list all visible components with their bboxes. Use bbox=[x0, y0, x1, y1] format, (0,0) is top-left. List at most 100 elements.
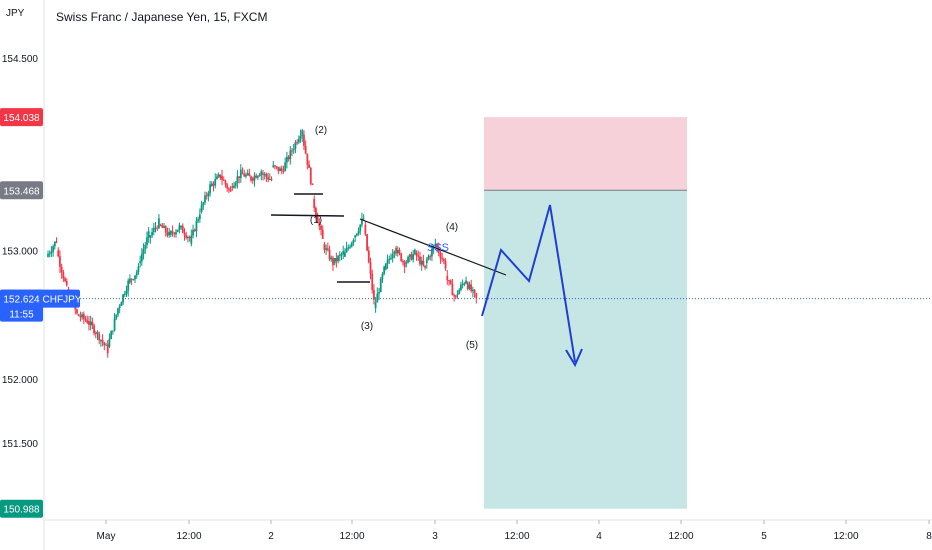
candle-body bbox=[240, 170, 242, 179]
candle-body bbox=[61, 267, 63, 273]
candle-body bbox=[383, 266, 385, 273]
candle-body bbox=[146, 237, 148, 245]
y-tick-label: 152.000 bbox=[2, 375, 39, 386]
candle-body bbox=[402, 261, 404, 262]
candle-body bbox=[349, 247, 351, 248]
candle-body bbox=[83, 314, 85, 319]
candle-body bbox=[416, 253, 418, 256]
wave-label: (4) bbox=[446, 222, 458, 233]
candle-body bbox=[182, 226, 184, 233]
y-tick-label: 154.500 bbox=[2, 54, 39, 65]
x-tick-label: 12:00 bbox=[833, 531, 858, 542]
candle-body bbox=[161, 225, 163, 228]
time-axis[interactable]: May 12:00 2 12:00 3 12:00 4 12:00 5 12:00 8 bbox=[97, 520, 932, 542]
candle-body bbox=[358, 231, 360, 234]
candle-body bbox=[257, 176, 259, 178]
candle-body bbox=[276, 166, 278, 167]
candle-body bbox=[327, 248, 329, 250]
candle-body bbox=[445, 261, 447, 268]
candle-body bbox=[347, 247, 349, 248]
candle-body bbox=[51, 252, 53, 254]
short-position-tool[interactable] bbox=[484, 117, 687, 509]
candle-body bbox=[417, 256, 419, 257]
candle-body bbox=[283, 171, 285, 172]
candle-body bbox=[136, 272, 138, 275]
candle-body bbox=[88, 321, 90, 325]
candle-body bbox=[452, 284, 454, 295]
candle-body bbox=[308, 165, 310, 168]
sss-annotation: SSS bbox=[427, 242, 449, 254]
candle-body bbox=[395, 248, 397, 253]
candle-body bbox=[218, 175, 220, 177]
candle-body bbox=[397, 250, 399, 253]
candle-body bbox=[310, 168, 312, 184]
candle-body bbox=[165, 226, 167, 232]
candle-body bbox=[131, 279, 133, 280]
candle-body bbox=[469, 284, 471, 288]
candle-body bbox=[211, 184, 213, 187]
candle-body bbox=[411, 254, 413, 259]
candle-body bbox=[54, 242, 56, 247]
x-tick-label: 8 bbox=[926, 531, 932, 542]
candle-body bbox=[243, 174, 245, 177]
candle-body bbox=[57, 250, 59, 256]
candle-body bbox=[332, 258, 334, 265]
candle-body bbox=[93, 326, 95, 334]
candle-body bbox=[160, 225, 162, 226]
candle-body bbox=[407, 257, 409, 263]
candle-body bbox=[209, 184, 211, 193]
candle-body bbox=[458, 290, 460, 294]
candle-body bbox=[400, 253, 402, 260]
candle-body bbox=[371, 274, 373, 290]
candle-body bbox=[264, 174, 266, 175]
candle-body bbox=[192, 230, 194, 236]
candle-body bbox=[286, 157, 288, 162]
stop-loss-zone bbox=[484, 117, 687, 190]
candle-body bbox=[238, 176, 240, 178]
y-tick-label: 151.500 bbox=[2, 439, 39, 450]
candle-body bbox=[329, 250, 331, 259]
candle-body bbox=[419, 256, 421, 264]
candle-body bbox=[109, 339, 111, 347]
candle-body bbox=[59, 256, 61, 266]
candle-body bbox=[158, 218, 160, 228]
price-tag-label: 154.038 bbox=[3, 113, 40, 124]
candle-body bbox=[291, 151, 293, 152]
candle-body bbox=[373, 290, 375, 300]
candle-body bbox=[376, 294, 378, 303]
candle-body bbox=[141, 254, 143, 262]
candle-body bbox=[339, 255, 341, 256]
candle-body bbox=[64, 278, 66, 281]
candle-body bbox=[213, 184, 215, 186]
candle-body bbox=[144, 245, 146, 249]
candle-body bbox=[409, 254, 411, 256]
candle-body bbox=[334, 258, 336, 263]
candle-body bbox=[335, 258, 337, 261]
price-tag-label: 153.468 bbox=[3, 186, 40, 197]
candle-body bbox=[175, 232, 177, 235]
x-tick-label: 5 bbox=[761, 531, 767, 542]
take-profit-zone bbox=[484, 190, 687, 508]
candle-body bbox=[172, 231, 174, 233]
candle-body bbox=[204, 195, 206, 202]
candle-body bbox=[223, 180, 225, 181]
candle-body bbox=[52, 246, 54, 251]
candle-body bbox=[429, 256, 431, 257]
candle-body bbox=[132, 279, 134, 280]
price-tags: 154.038153.468150.988CHFJPY152.62411:55 bbox=[0, 108, 82, 518]
candle-body bbox=[225, 181, 227, 185]
candle-body bbox=[163, 226, 165, 228]
candle-body bbox=[122, 294, 124, 302]
candle-body bbox=[254, 176, 256, 181]
candle-body bbox=[49, 253, 51, 254]
candle-body bbox=[342, 251, 344, 254]
candle-body bbox=[187, 237, 189, 238]
candle-body bbox=[385, 264, 387, 270]
candle-body bbox=[178, 225, 180, 229]
candlesticks[interactable] bbox=[47, 129, 477, 358]
candle-body bbox=[255, 176, 257, 178]
candle-body bbox=[450, 280, 452, 284]
candle-body bbox=[97, 332, 99, 334]
candle-body bbox=[110, 331, 112, 339]
